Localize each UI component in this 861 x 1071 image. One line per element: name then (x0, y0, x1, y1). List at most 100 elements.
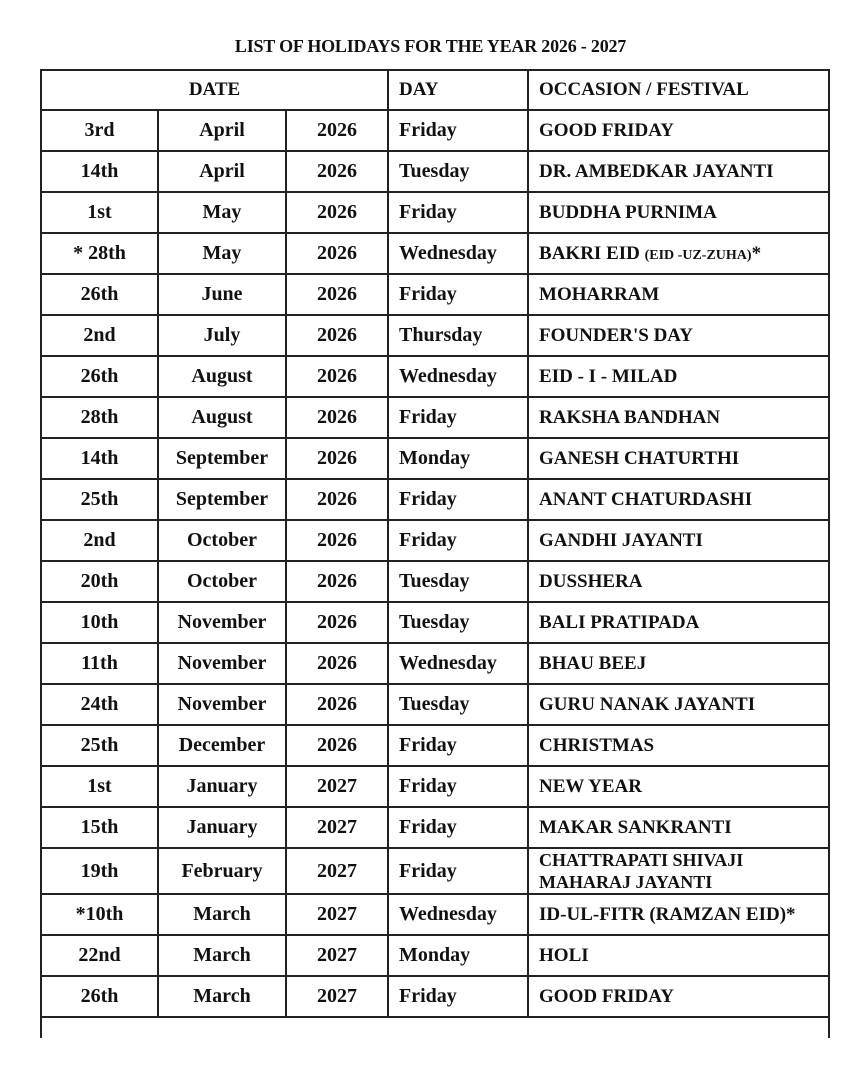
cell-day: Friday (387, 806, 530, 849)
cell-day: Friday (387, 191, 530, 234)
cell-date: 14th (40, 437, 159, 480)
cell-day: Wednesday (387, 355, 530, 398)
cell-day: Tuesday (387, 601, 530, 644)
cell-year: 2026 (284, 437, 390, 480)
cell-month: February (157, 847, 287, 895)
cell-day: Monday (387, 437, 530, 480)
cell-year: 2026 (284, 355, 390, 398)
table-row: 10th November 2026 Tuesday BALI PRATIPADA (40, 601, 830, 644)
table-row: 1st May 2026 Friday BUDDHA PURNIMA (40, 191, 830, 234)
cell-date: 25th (40, 478, 159, 521)
cell-day: Wednesday (387, 893, 530, 936)
cell-occasion: RAKSHA BANDHAN (527, 396, 830, 439)
cell-month: November (157, 642, 287, 685)
cell-occasion: GANDHI JAYANTI (527, 519, 830, 562)
table-row: 20th October 2026 Tuesday DUSSHERA (40, 560, 830, 603)
cell-date: * 28th (40, 232, 159, 275)
cell-month: January (157, 765, 287, 808)
header-occasion: OCCASION / FESTIVAL (527, 69, 830, 111)
cell-date: 1st (40, 765, 159, 808)
table-row: * 28th May 2026 Wednesday BAKRI EID (EID -UZ… (40, 232, 830, 275)
cell-month: July (157, 314, 287, 357)
cell-day: Tuesday (387, 150, 530, 193)
cell-occasion: GURU NANAK JAYANTI (527, 683, 830, 726)
cell-year: 2026 (284, 683, 390, 726)
cell-month: August (157, 396, 287, 439)
cell-year: 2027 (284, 893, 390, 936)
cell-year: 2026 (284, 642, 390, 685)
table-row: 14th April 2026 Tuesday DR. AMBEDKAR JAYANTI (40, 150, 830, 193)
cutoff-cell (40, 1016, 830, 1038)
cell-occasion: ID-UL-FITR (RAMZAN EID)* (527, 893, 830, 936)
table-row: 25th September 2026 Friday ANANT CHATURDASHI (40, 478, 830, 521)
page-title: LIST OF HOLIDAYS FOR THE YEAR 2026 - 202… (234, 36, 627, 56)
table-row: 11th November 2026 Wednesday BHAU BEEJ (40, 642, 830, 685)
header-day: DAY (387, 69, 530, 111)
cell-month: April (157, 150, 287, 193)
cell-date: 11th (40, 642, 159, 685)
table-row: 28th August 2026 Friday RAKSHA BANDHAN (40, 396, 830, 439)
cell-year: 2026 (284, 396, 390, 439)
cell-date: 2nd (40, 314, 159, 357)
table-row-cutoff (40, 1016, 830, 1038)
cell-month: September (157, 478, 287, 521)
table-row: 25th December 2026 Friday CHRISTMAS (40, 724, 830, 767)
cell-occasion: FOUNDER'S DAY (527, 314, 830, 357)
cell-occasion: MOHARRAM (527, 273, 830, 316)
cell-year: 2026 (284, 150, 390, 193)
cell-occasion: BAKRI EID (EID -UZ-ZUHA)* (527, 232, 830, 275)
cell-year: 2026 (284, 560, 390, 603)
cell-year: 2026 (284, 519, 390, 562)
cell-date: 1st (40, 191, 159, 234)
cell-day: Friday (387, 765, 530, 808)
cell-month: May (157, 191, 287, 234)
cell-year: 2027 (284, 806, 390, 849)
cell-occasion: MAKAR SANKRANTI (527, 806, 830, 849)
table-row: 22nd March 2027 Monday HOLI (40, 934, 830, 977)
table-row: 26th August 2026 Wednesday EID - I - MILAD (40, 355, 830, 398)
occasion-note: (EID -UZ-ZUHA) (644, 247, 752, 263)
cell-day: Friday (387, 109, 530, 152)
cell-occasion: CHRISTMAS (527, 724, 830, 767)
cell-month: May (157, 232, 287, 275)
cell-occasion: EID - I - MILAD (527, 355, 830, 398)
cell-occasion: BUDDHA PURNIMA (527, 191, 830, 234)
cell-month: October (157, 560, 287, 603)
cell-day: Tuesday (387, 560, 530, 603)
cell-month: November (157, 683, 287, 726)
cell-month: March (157, 934, 287, 977)
cell-year: 2026 (284, 191, 390, 234)
table-header: DATE DAY OCCASION / FESTIVAL (39, 69, 830, 111)
occasion-name: BAKRI EID (539, 242, 645, 264)
header-date: DATE (39, 69, 390, 111)
cell-date: 3rd (40, 109, 159, 152)
cell-date: 22nd (40, 934, 159, 977)
table-row: 2nd October 2026 Friday GANDHI JAYANTI (40, 519, 830, 562)
cell-date: 14th (40, 150, 159, 193)
cell-occasion: ANANT CHATURDASHI (527, 478, 830, 521)
table-row: 2nd July 2026 Thursday FOUNDER'S DAY (40, 314, 830, 357)
cell-day: Friday (387, 975, 530, 1018)
cell-year: 2026 (284, 724, 390, 767)
cell-month: November (157, 601, 287, 644)
cell-year: 2027 (284, 934, 390, 977)
cell-occasion: CHATTRAPATI SHIVAJI MAHARAJ JAYANTI (527, 847, 830, 895)
cell-month: June (157, 273, 287, 316)
cell-day: Wednesday (387, 642, 530, 685)
table-row: 14th September 2026 Monday GANESH CHATURTHI (40, 437, 830, 480)
cell-year: 2026 (284, 109, 390, 152)
holiday-table: DATE DAY OCCASION / FESTIVAL 3rd April 202… (39, 69, 830, 1038)
cell-day: Friday (387, 396, 530, 439)
table-row: 19th February 2027 Friday CHATTRAPATI SHIVAJ… (40, 847, 830, 895)
cell-occasion: DR. AMBEDKAR JAYANTI (527, 150, 830, 193)
cell-day: Friday (387, 519, 530, 562)
cell-date: 2nd (40, 519, 159, 562)
cell-date: 20th (40, 560, 159, 603)
cell-month: April (157, 109, 287, 152)
table-row: 3rd April 2026 Friday GOOD FRIDAY (40, 109, 830, 152)
cell-day: Wednesday (387, 232, 530, 275)
cell-date: *10th (40, 893, 159, 936)
cell-day: Friday (387, 724, 530, 767)
cell-month: March (157, 975, 287, 1018)
cell-occasion: NEW YEAR (527, 765, 830, 808)
